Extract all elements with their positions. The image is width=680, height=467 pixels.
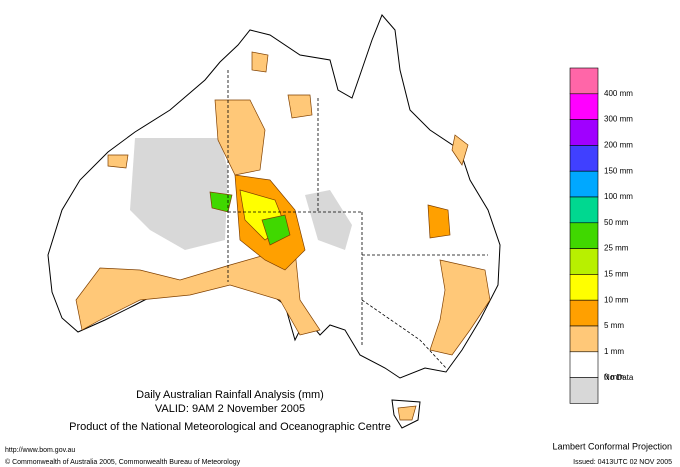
no-data-area — [305, 190, 352, 250]
legend-swatch — [569, 67, 599, 95]
legend-label: 10 mm — [604, 295, 629, 304]
no-data-areas — [130, 138, 352, 250]
copyright: © Commonwealth of Australia 2005, Common… — [5, 458, 241, 466]
rainfall-areas — [75, 51, 491, 421]
legend-swatch — [569, 145, 599, 172]
legend-label: No Data — [604, 373, 634, 382]
legend-swatch — [569, 248, 599, 275]
legend-label: 150 mm — [604, 166, 633, 175]
rain-area — [427, 204, 451, 239]
map-title: Daily Australian Rainfall Analysis (mm) — [136, 389, 324, 401]
legend-swatch — [569, 299, 599, 327]
state-borders — [227, 70, 488, 369]
rain-area — [397, 405, 417, 421]
rain-area — [251, 51, 269, 73]
legend-swatch — [569, 351, 599, 378]
legend-swatch — [569, 222, 599, 249]
legend-label: 100 mm — [604, 192, 633, 201]
legend-label: 25 mm — [604, 244, 629, 253]
rain-area — [287, 94, 313, 119]
legend-label: 5 mm — [604, 321, 624, 330]
product-note: Product of the National Meteorological a… — [69, 421, 391, 433]
rain-area — [214, 99, 266, 176]
legend-swatch — [569, 377, 599, 404]
legend-label: 200 mm — [604, 141, 633, 150]
legend: 400 mm 300 mm 200 mm 150 mm 100 mm 50 mm 25 mm… — [569, 67, 634, 404]
legend-label: 15 mm — [604, 270, 629, 279]
legend-label: 400 mm — [604, 89, 633, 98]
no-data-area — [130, 138, 228, 250]
rain-area — [451, 134, 469, 166]
projection: Lambert Conformal Projection — [552, 441, 672, 451]
legend-label: 300 mm — [604, 115, 633, 124]
valid-time: VALID: 9AM 2 November 2005 — [155, 403, 305, 415]
legend-swatch — [569, 196, 599, 224]
legend-swatch — [569, 93, 599, 120]
legend-swatch — [569, 119, 599, 146]
rain-area — [261, 214, 291, 246]
legend-label: 50 mm — [604, 218, 629, 227]
url: http://www.bom.gov.au — [5, 447, 75, 454]
border — [361, 299, 447, 369]
legend-label: 0 mm — [604, 373, 624, 382]
rain-area — [75, 249, 321, 336]
issued: Issued: 0413UTC 02 NOV 2005 — [573, 459, 672, 466]
legend-swatch — [569, 170, 599, 198]
rain-area — [107, 154, 129, 169]
legend-swatch — [569, 274, 599, 301]
legend-label: 1 mm — [604, 347, 624, 356]
rain-area — [429, 259, 491, 356]
legend-swatch — [569, 325, 599, 353]
